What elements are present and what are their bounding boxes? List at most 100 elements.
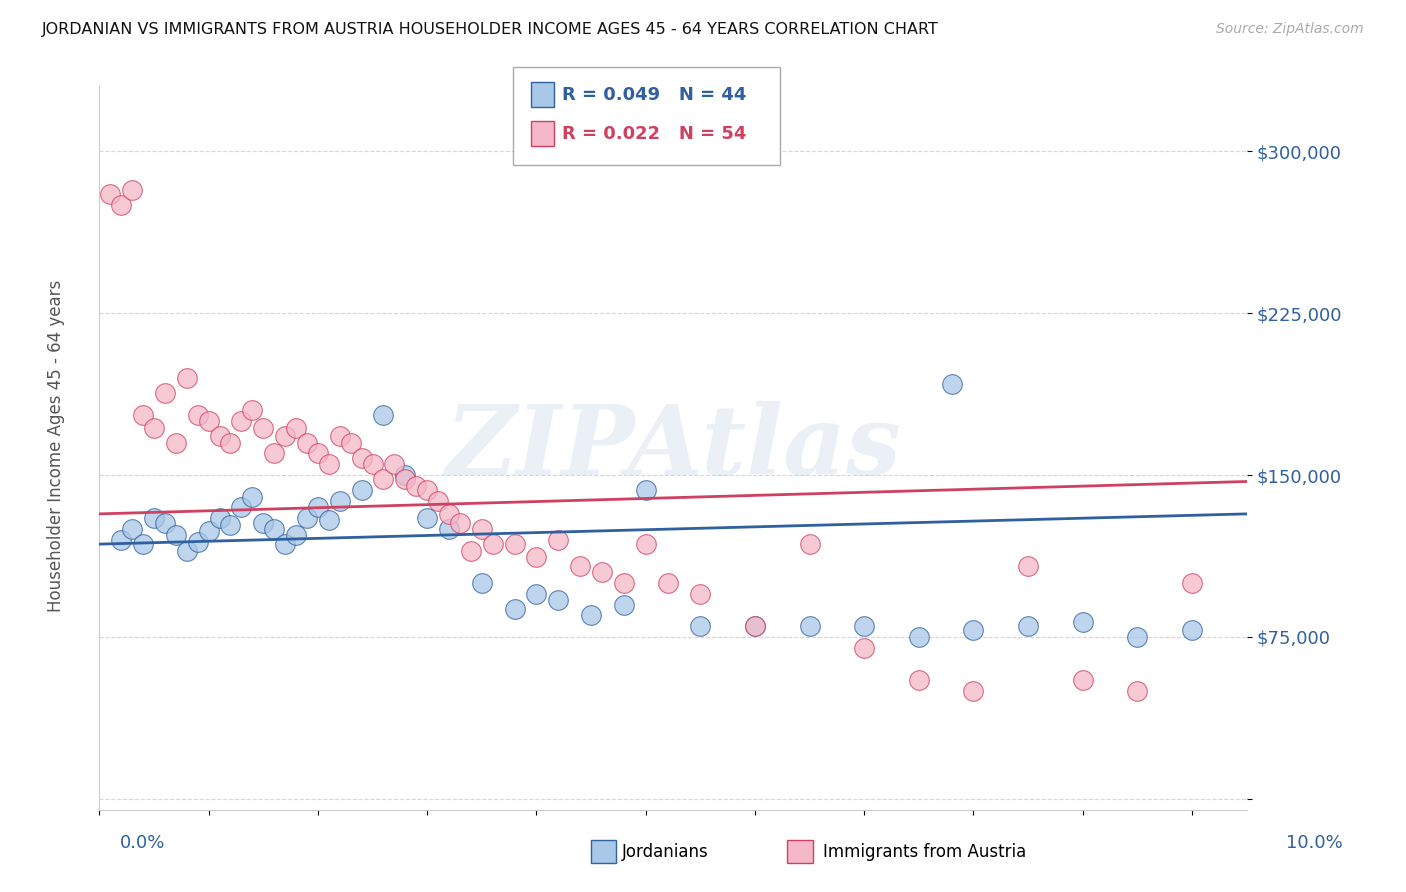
Point [634, 537, 657, 551]
Point [503, 537, 526, 551]
Point [263, 446, 285, 460]
Point [153, 516, 176, 530]
Point [121, 183, 143, 197]
Point [416, 483, 439, 497]
Point [274, 537, 297, 551]
Point [176, 543, 198, 558]
Point [208, 511, 231, 525]
Point [187, 535, 209, 549]
Point [373, 408, 395, 422]
Point [689, 587, 711, 601]
Point [853, 640, 876, 655]
Point [569, 558, 592, 573]
Point [394, 468, 416, 483]
Point [132, 408, 155, 422]
Point [350, 450, 373, 465]
Point [427, 494, 450, 508]
Point [132, 537, 155, 551]
Point [373, 472, 395, 486]
Text: Immigrants from Austria: Immigrants from Austria [823, 843, 1026, 861]
Point [153, 386, 176, 401]
Point [416, 511, 439, 525]
Point [657, 576, 679, 591]
Text: Source: ZipAtlas.com: Source: ZipAtlas.com [1216, 22, 1364, 37]
Point [143, 511, 166, 525]
Point [295, 511, 318, 525]
Point [197, 414, 219, 428]
Point [318, 513, 340, 527]
Point [405, 479, 427, 493]
Text: ZIPAtlas: ZIPAtlas [446, 401, 901, 495]
Point [471, 576, 494, 591]
Point [263, 522, 285, 536]
Point [307, 446, 329, 460]
Point [689, 619, 711, 633]
Text: R = 0.022   N = 54: R = 0.022 N = 54 [562, 125, 747, 143]
Point [165, 528, 187, 542]
Point [1071, 673, 1094, 687]
Point [197, 524, 219, 538]
Point [98, 187, 121, 202]
Point [110, 533, 132, 547]
Point [547, 533, 569, 547]
Point [613, 598, 636, 612]
Point [329, 429, 352, 443]
Point [1017, 558, 1039, 573]
Point [591, 565, 613, 579]
Point [361, 457, 384, 471]
Point [634, 483, 657, 497]
Point [121, 522, 143, 536]
Point [907, 673, 929, 687]
Point [252, 516, 274, 530]
Point [1017, 619, 1039, 633]
Point [460, 543, 482, 558]
Point [962, 684, 984, 698]
Point [339, 435, 361, 450]
Point [219, 435, 242, 450]
Point [143, 420, 166, 434]
Point [437, 522, 460, 536]
Point [962, 624, 984, 638]
Point [350, 483, 373, 497]
Point [1126, 684, 1149, 698]
Point [382, 457, 405, 471]
Point [240, 490, 263, 504]
Point [231, 500, 253, 515]
Point [231, 414, 253, 428]
Point [187, 408, 209, 422]
Point [219, 517, 242, 532]
Point [307, 500, 329, 515]
Point [176, 371, 198, 385]
Point [208, 429, 231, 443]
Point [165, 435, 187, 450]
Point [394, 472, 416, 486]
Point [799, 619, 821, 633]
Text: 0.0%: 0.0% [120, 834, 165, 852]
Point [329, 494, 352, 508]
Point [240, 403, 263, 417]
Point [1181, 576, 1204, 591]
Point [613, 576, 636, 591]
Point [295, 435, 318, 450]
Point [744, 619, 766, 633]
Point [744, 619, 766, 633]
Point [110, 198, 132, 212]
Point [481, 537, 503, 551]
Text: 10.0%: 10.0% [1286, 834, 1343, 852]
Point [1126, 630, 1149, 644]
Point [503, 602, 526, 616]
Point [1071, 615, 1094, 629]
Point [274, 429, 297, 443]
Point [579, 608, 602, 623]
Point [449, 516, 471, 530]
Point [471, 522, 494, 536]
Text: R = 0.049   N = 44: R = 0.049 N = 44 [562, 86, 747, 103]
Point [1181, 624, 1204, 638]
Point [285, 528, 308, 542]
Text: Householder Income Ages 45 - 64 years: Householder Income Ages 45 - 64 years [48, 280, 65, 612]
Point [853, 619, 876, 633]
Text: JORDANIAN VS IMMIGRANTS FROM AUSTRIA HOUSEHOLDER INCOME AGES 45 - 64 YEARS CORRE: JORDANIAN VS IMMIGRANTS FROM AUSTRIA HOU… [42, 22, 939, 37]
Point [318, 457, 340, 471]
Point [526, 550, 548, 565]
Point [437, 507, 460, 521]
